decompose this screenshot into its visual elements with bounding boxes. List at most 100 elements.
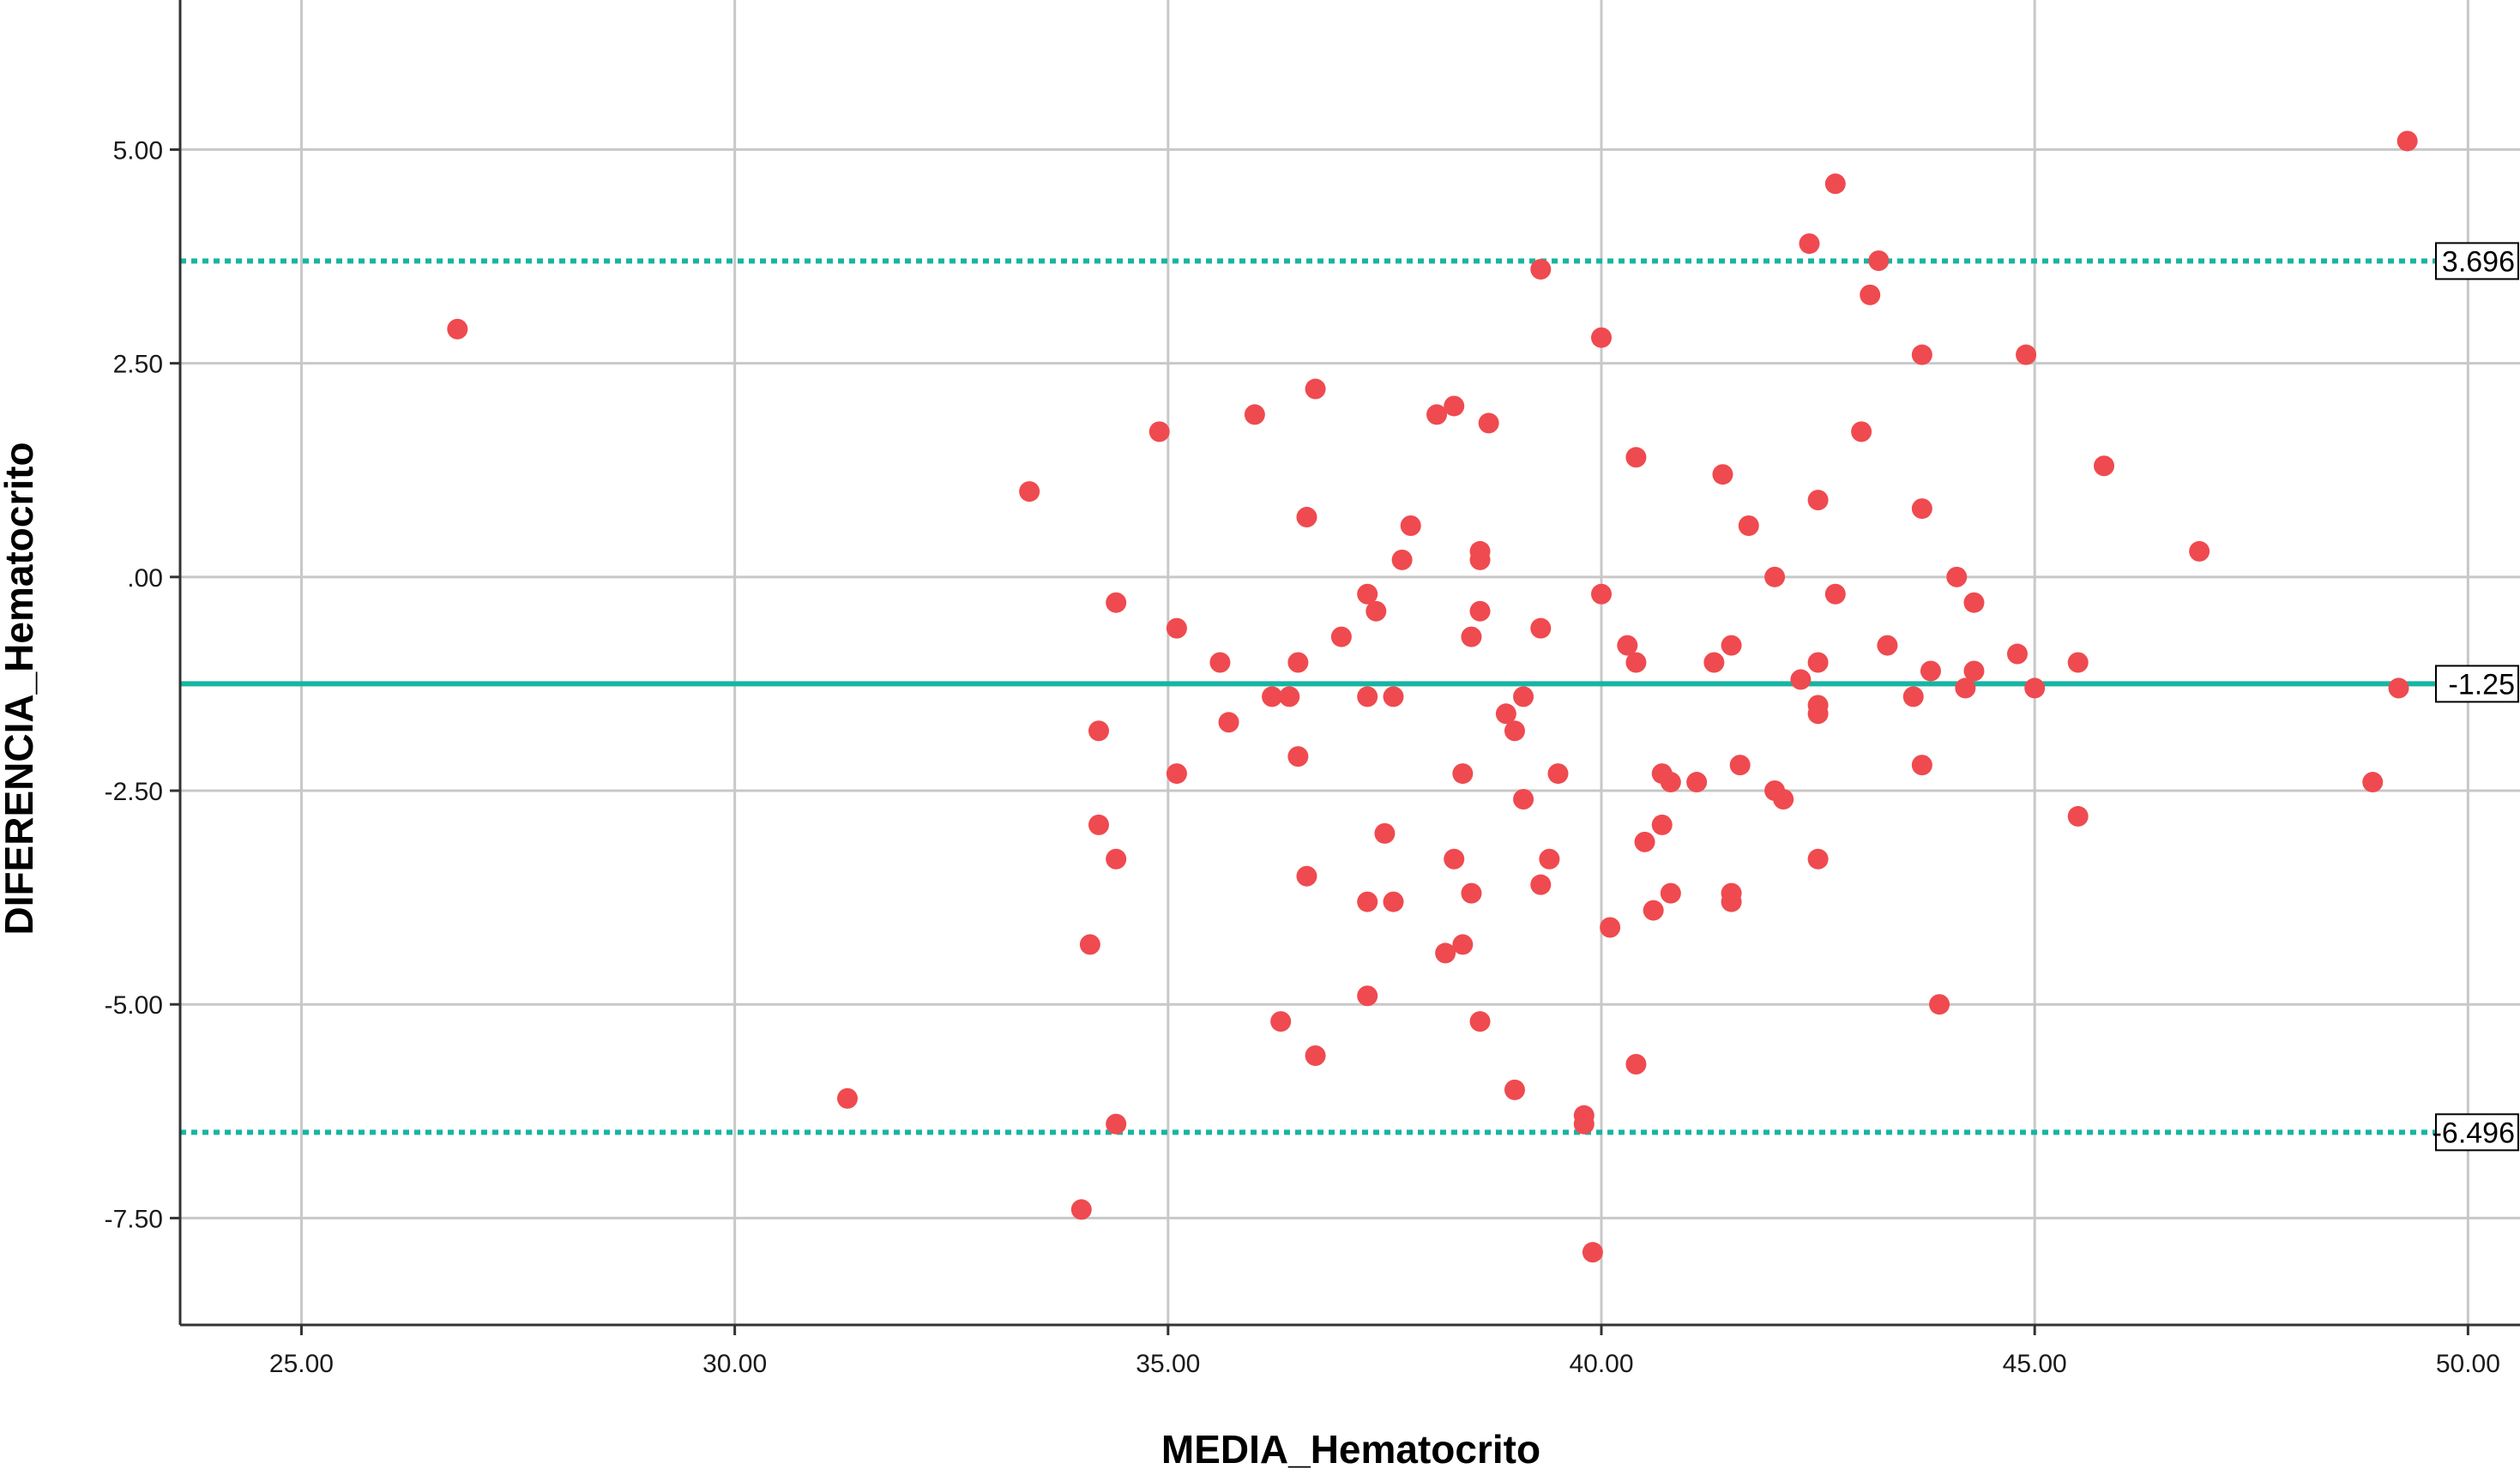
data-point	[1643, 900, 1664, 921]
data-point	[1296, 507, 1317, 528]
reference-label-box	[2435, 665, 2519, 703]
data-point	[1530, 617, 1552, 639]
points-layer	[447, 130, 2418, 1263]
data-point	[1634, 831, 1655, 852]
data-point	[1357, 686, 1378, 707]
data-point	[1591, 327, 1613, 348]
data-point	[1807, 490, 1829, 511]
data-point	[836, 1087, 858, 1109]
data-point	[1513, 686, 1534, 707]
data-point	[1660, 772, 1681, 793]
x-tick-label: 45.00	[2003, 1350, 2067, 1378]
data-point	[1391, 549, 1413, 570]
y-tick-label: -7.50	[105, 1205, 163, 1233]
data-point	[1790, 669, 1812, 690]
data-point	[1530, 258, 1552, 280]
data-point	[1166, 617, 1187, 639]
axes-layer	[170, 0, 2520, 1335]
data-point	[1296, 865, 1317, 887]
data-point	[1911, 755, 1932, 776]
data-point	[1911, 498, 1932, 520]
data-point	[2067, 652, 2089, 673]
data-point	[1911, 344, 1932, 365]
data-point	[1591, 583, 1613, 605]
data-point	[1946, 566, 1968, 587]
y-axis-title: DIFERENCIA_Hematocrito	[0, 442, 41, 935]
data-point	[1504, 1079, 1525, 1100]
data-point	[1573, 1113, 1595, 1135]
grid-layer	[180, 0, 2520, 1325]
y-tick-label: 5.00	[113, 136, 163, 165]
data-point	[1660, 882, 1681, 904]
data-point	[1703, 652, 1725, 673]
data-point	[1478, 412, 1499, 434]
data-point	[1963, 592, 1985, 613]
data-point	[1366, 600, 1387, 622]
data-point	[1469, 1011, 1491, 1032]
data-point	[1799, 233, 1820, 255]
data-point	[1860, 284, 1881, 305]
data-point	[1902, 686, 1924, 707]
data-point	[1270, 1011, 1292, 1032]
data-point	[1209, 652, 1231, 673]
data-point	[1400, 515, 1421, 537]
data-point	[1504, 720, 1525, 742]
data-point	[447, 318, 468, 340]
data-point	[1357, 891, 1378, 912]
data-point	[1625, 447, 1647, 468]
data-point	[1287, 746, 1309, 768]
data-point	[1807, 848, 1829, 870]
data-point	[1955, 677, 1976, 699]
data-point	[1920, 660, 1941, 682]
data-point	[1651, 814, 1673, 835]
data-point	[1218, 712, 1239, 733]
data-point	[2094, 455, 2115, 477]
data-point	[1807, 652, 1829, 673]
reference-label: -6.496	[2433, 1117, 2515, 1149]
data-point	[1582, 1242, 1603, 1263]
x-axis-title: MEDIA_Hematocrito	[1161, 1427, 1540, 1472]
data-point	[1469, 549, 1491, 570]
reference-lines-layer	[180, 258, 2436, 1135]
data-point	[1617, 635, 1638, 656]
data-point	[1244, 404, 1265, 425]
data-point	[1305, 1045, 1326, 1067]
data-point	[1305, 378, 1326, 400]
reference-label-box	[2435, 242, 2519, 280]
data-point	[1764, 566, 1786, 587]
data-point	[1374, 822, 1396, 844]
data-point	[1625, 1053, 1647, 1075]
data-point	[1444, 848, 1465, 870]
data-point	[1452, 763, 1474, 785]
data-point	[1088, 720, 1109, 742]
data-point	[1824, 583, 1846, 605]
data-point	[1721, 635, 1742, 656]
data-point	[1600, 917, 1621, 938]
data-point	[1712, 464, 1733, 485]
data-point	[1383, 891, 1404, 912]
data-point	[2024, 677, 2046, 699]
data-point	[1444, 395, 1465, 417]
data-point	[1019, 481, 1040, 503]
x-tick-label: 50.00	[2436, 1350, 2500, 1378]
data-point	[1461, 626, 1482, 647]
data-point	[1383, 686, 1404, 707]
data-point	[1513, 788, 1534, 810]
data-point	[1148, 421, 1170, 442]
data-point	[1287, 652, 1309, 673]
data-point	[1495, 703, 1516, 725]
y-tick-label: -5.00	[105, 991, 163, 1020]
y-tick-label: .00	[127, 564, 163, 593]
data-point	[2067, 805, 2089, 827]
y-tick-label: -2.50	[105, 778, 163, 806]
data-point	[1773, 788, 1794, 810]
data-point	[1166, 763, 1187, 785]
reference-label-box	[2435, 1113, 2519, 1152]
data-point	[2362, 772, 2384, 793]
data-point	[1469, 600, 1491, 622]
data-point	[1729, 755, 1751, 776]
x-tick-label: 40.00	[1569, 1350, 1633, 1378]
data-point	[1106, 1113, 1127, 1135]
